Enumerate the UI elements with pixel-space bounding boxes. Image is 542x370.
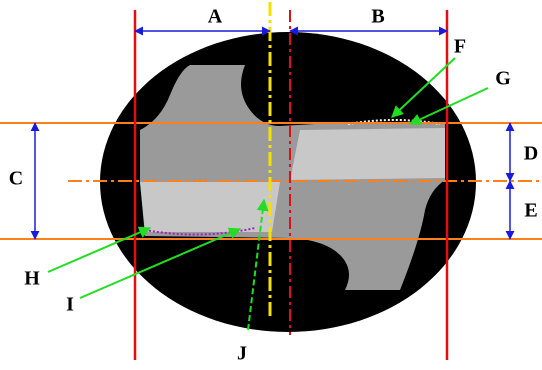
label: H — [24, 268, 40, 290]
page: A B C D E F G H I J (() => { const data … — [0, 0, 542, 370]
bright-zone — [290, 128, 445, 180]
diagram: A B C D E F G H I J — [0, 0, 542, 370]
label: J — [237, 343, 247, 365]
label: E — [524, 200, 537, 222]
label: B — [371, 6, 384, 28]
label: A — [208, 6, 223, 28]
label: G — [495, 68, 511, 90]
label: F — [454, 36, 466, 58]
label: I — [66, 294, 74, 316]
bright-zone — [140, 182, 280, 232]
label: D — [524, 143, 538, 165]
label: C — [9, 168, 23, 190]
